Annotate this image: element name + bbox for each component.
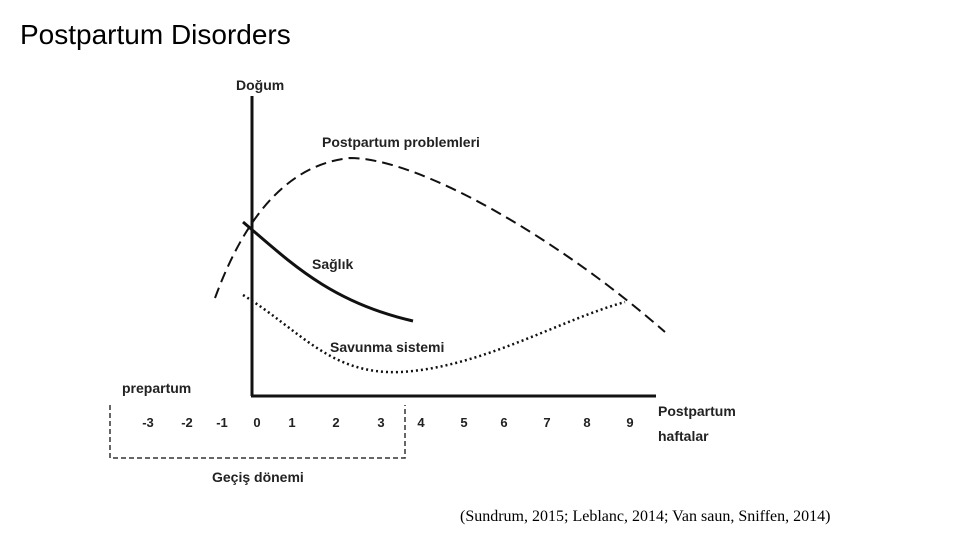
health-curve <box>242 220 414 323</box>
transition-bracket <box>109 405 406 459</box>
y-axis-label: Doğum <box>236 77 284 93</box>
x-tick-label: -1 <box>216 415 228 430</box>
citation: (Sundrum, 2015; Leblanc, 2014; Van saun,… <box>460 508 830 525</box>
curve-label: Sağlık <box>312 256 353 272</box>
prepartum-label: prepartum <box>122 380 191 396</box>
x-tick-label: 4 <box>417 415 425 430</box>
x-tick-label: 0 <box>253 415 260 430</box>
transition-label: Geçiş dönemi <box>212 469 304 485</box>
x-tick-label: 8 <box>583 415 590 430</box>
x-axis-label: Postpartum <box>658 403 736 419</box>
x-tick-label: 9 <box>626 415 633 430</box>
x-tick-label: 7 <box>543 415 550 430</box>
x-tick-label: -2 <box>181 415 193 430</box>
x-tick-label: 1 <box>288 415 295 430</box>
x-tick-label: 5 <box>460 415 467 430</box>
x-axis-label: haftalar <box>658 428 709 444</box>
curve-label: Postpartum problemleri <box>322 134 480 150</box>
x-tick-label: 2 <box>332 415 339 430</box>
x-tick-label: 6 <box>500 415 507 430</box>
x-tick-label: 3 <box>377 415 384 430</box>
curve-label: Savunma sistemi <box>330 339 444 355</box>
immune-curve <box>242 293 626 374</box>
slide-title: Postpartum Disorders <box>20 19 291 50</box>
diagram: Doğum Postpartum problemleri Sağlık Savu… <box>109 77 736 485</box>
x-tick-label: -3 <box>142 415 154 430</box>
